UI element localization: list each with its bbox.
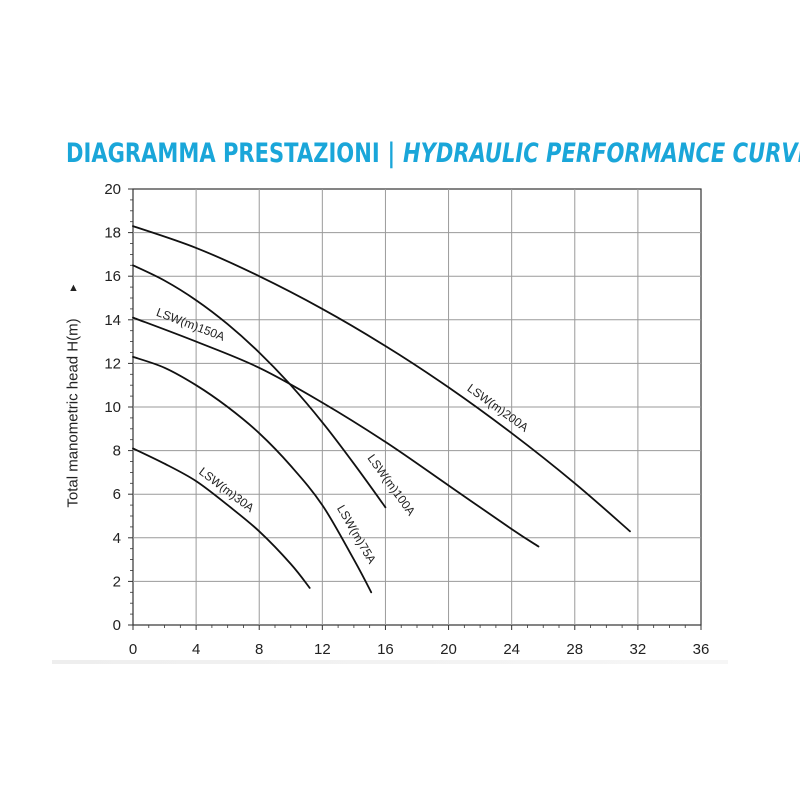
y-tick-label: 2 [113,573,121,590]
baseline-shadow [52,660,728,664]
grid [132,188,702,626]
y-tick-label: 20 [104,181,121,198]
y-tick-label: 10 [104,399,121,416]
x-tick-label: 20 [440,641,457,658]
y-tick-label: 8 [113,443,121,460]
x-tick-label: 32 [630,641,647,658]
title-italian: DIAGRAMMA PRESTAZIONI [66,138,380,169]
x-tick-label: 4 [192,641,200,658]
x-tick-label: 12 [314,641,331,658]
curve-lsw-m-30a [132,447,311,589]
curve-labels: LSW(m)30ALSW(m)75ALSW(m)100ALSW(m)150ALS… [154,305,531,566]
x-tick-label: 8 [255,641,263,658]
x-tick-label: 36 [693,641,710,658]
curve-label: LSW(m)100A [365,452,419,519]
y-tick-label: 16 [104,268,121,285]
y-tick-label: 12 [104,355,121,372]
curve-lsw-m-200a [132,225,631,533]
x-tick-label: 24 [503,641,520,658]
chart-title: DIAGRAMMA PRESTAZIONI | HYDRAULIC PERFORMA… [66,138,800,169]
x-tick-label: 28 [566,641,583,658]
curves [132,225,631,594]
x-tick-label: 16 [377,641,394,658]
y-tick-label: 18 [104,225,121,242]
x-tick-label: 0 [129,641,137,658]
curve-label: LSW(m)150A [154,305,226,344]
title-separator: | [387,138,396,169]
y-tick-label: 14 [104,312,121,329]
y-tick-label: 0 [113,617,121,634]
curve-lsw-m-100a [132,264,387,509]
curve-label: LSW(m)30A [196,464,257,515]
y-tick-label: 6 [113,486,121,503]
title-english: HYDRAULIC PERFORMANCE CURVE [402,138,800,169]
curve-lsw-m-75a [132,356,373,594]
y-tick-label: 4 [113,530,121,547]
y-axis-arrow-icon: ▲ [68,282,79,294]
curve-label: LSW(m)200A [465,381,532,435]
curve-lsw-m-150a [132,316,540,548]
